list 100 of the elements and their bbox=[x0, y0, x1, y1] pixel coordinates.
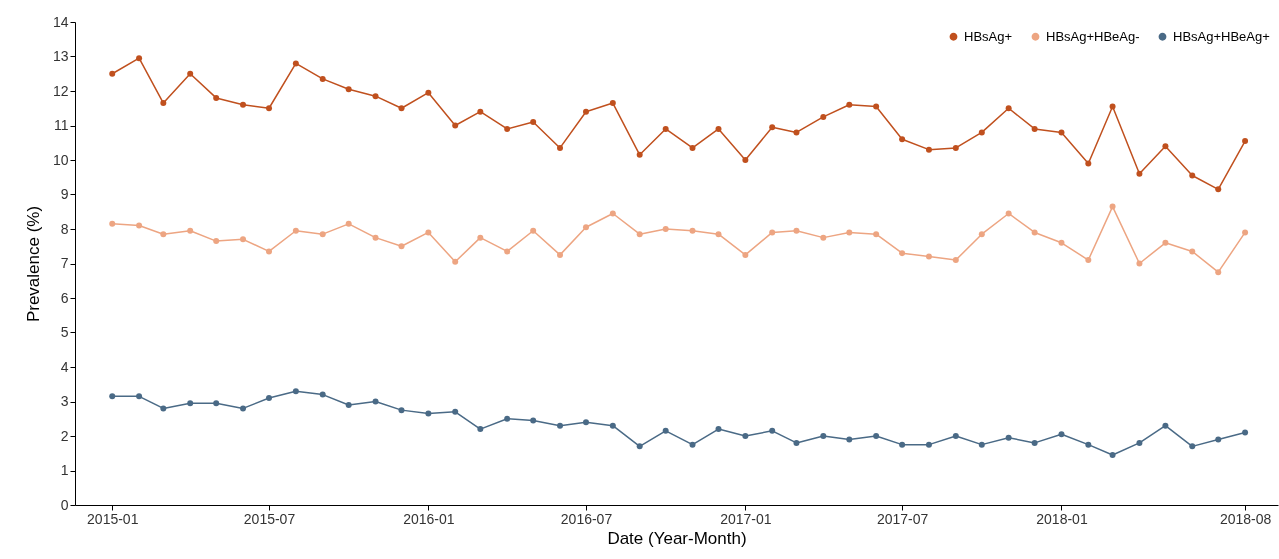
point bbox=[213, 238, 220, 245]
point bbox=[1189, 172, 1196, 179]
point bbox=[240, 405, 247, 412]
x-tick-label: 2018-01 bbox=[1036, 510, 1088, 527]
y-tick-label: 11 bbox=[53, 117, 69, 133]
point bbox=[1136, 170, 1143, 177]
point bbox=[136, 393, 143, 400]
point bbox=[793, 129, 800, 136]
legend-label: HBsAg+HBeAg- bbox=[1046, 28, 1140, 44]
legend-label: HBsAg+ bbox=[964, 28, 1013, 44]
point bbox=[769, 124, 776, 131]
point bbox=[530, 119, 537, 126]
point bbox=[292, 60, 299, 67]
point bbox=[345, 220, 352, 227]
point bbox=[398, 407, 405, 414]
point bbox=[530, 227, 537, 234]
point bbox=[1242, 429, 1249, 436]
point bbox=[1109, 203, 1116, 210]
point bbox=[136, 55, 143, 62]
y-tick-label: 7 bbox=[60, 255, 69, 271]
point bbox=[266, 395, 272, 402]
point bbox=[398, 105, 405, 112]
point bbox=[1085, 441, 1092, 448]
y-axis-title: Prevalence (%) bbox=[23, 205, 43, 323]
x-tick-label: 2015-01 bbox=[87, 510, 139, 527]
point bbox=[1005, 434, 1012, 441]
point bbox=[504, 125, 511, 132]
point bbox=[1162, 143, 1169, 150]
point bbox=[557, 251, 564, 258]
point bbox=[925, 146, 932, 153]
point bbox=[425, 89, 432, 96]
point bbox=[1031, 229, 1038, 236]
point bbox=[557, 422, 564, 429]
point bbox=[662, 226, 669, 232]
point bbox=[820, 433, 827, 439]
point bbox=[978, 231, 985, 238]
point bbox=[319, 75, 326, 82]
point bbox=[345, 86, 352, 93]
point bbox=[582, 108, 589, 115]
x-tick-label: 2017-01 bbox=[720, 510, 772, 527]
point bbox=[345, 401, 352, 408]
legend-label: HBsAg+HBeAg+ bbox=[1173, 28, 1270, 44]
point bbox=[925, 253, 932, 260]
point bbox=[1005, 105, 1012, 112]
point bbox=[452, 408, 459, 415]
point bbox=[715, 231, 722, 238]
point bbox=[372, 234, 379, 241]
point bbox=[769, 229, 776, 236]
point bbox=[160, 405, 167, 412]
x-axis-title: Date (Year-Month) bbox=[607, 528, 747, 548]
y-tick-label: 12 bbox=[52, 82, 69, 99]
point bbox=[557, 144, 564, 151]
point bbox=[1085, 257, 1092, 264]
point bbox=[609, 422, 616, 429]
point bbox=[425, 229, 432, 236]
point bbox=[1215, 436, 1222, 443]
point bbox=[689, 227, 696, 234]
point bbox=[292, 227, 299, 234]
point bbox=[1189, 443, 1196, 450]
point bbox=[109, 70, 116, 77]
point bbox=[689, 441, 696, 448]
y-tick-label: 8 bbox=[60, 220, 69, 237]
point bbox=[187, 70, 194, 77]
point bbox=[319, 231, 326, 238]
point bbox=[1005, 210, 1012, 217]
point bbox=[846, 229, 853, 236]
y-tick-label: 3 bbox=[60, 393, 69, 409]
point bbox=[899, 136, 906, 143]
point bbox=[952, 433, 959, 439]
point bbox=[873, 231, 880, 238]
point bbox=[1109, 451, 1116, 458]
point bbox=[820, 113, 827, 120]
point bbox=[477, 108, 484, 115]
point bbox=[1136, 260, 1143, 267]
point bbox=[372, 398, 379, 405]
point bbox=[477, 234, 484, 241]
point bbox=[398, 243, 405, 250]
point bbox=[1162, 422, 1169, 429]
point bbox=[899, 441, 906, 448]
point bbox=[582, 419, 589, 426]
point bbox=[372, 93, 379, 100]
x-tick-label: 2018-08 bbox=[1219, 510, 1272, 527]
point bbox=[266, 105, 272, 112]
x-tick-label: 2015-07 bbox=[243, 510, 296, 527]
point bbox=[504, 248, 511, 255]
point bbox=[689, 144, 696, 151]
point bbox=[292, 388, 299, 395]
y-tick-label: 1 bbox=[60, 462, 69, 478]
point bbox=[978, 441, 985, 448]
y-tick-label: 13 bbox=[52, 48, 69, 64]
point bbox=[1109, 103, 1116, 110]
point bbox=[846, 436, 853, 443]
point bbox=[582, 224, 589, 231]
point bbox=[820, 234, 827, 241]
point bbox=[715, 125, 722, 132]
point bbox=[1058, 129, 1065, 136]
point bbox=[1189, 248, 1196, 255]
point bbox=[1031, 439, 1038, 446]
y-tick-label: 0 bbox=[60, 496, 69, 513]
point bbox=[1136, 439, 1143, 446]
